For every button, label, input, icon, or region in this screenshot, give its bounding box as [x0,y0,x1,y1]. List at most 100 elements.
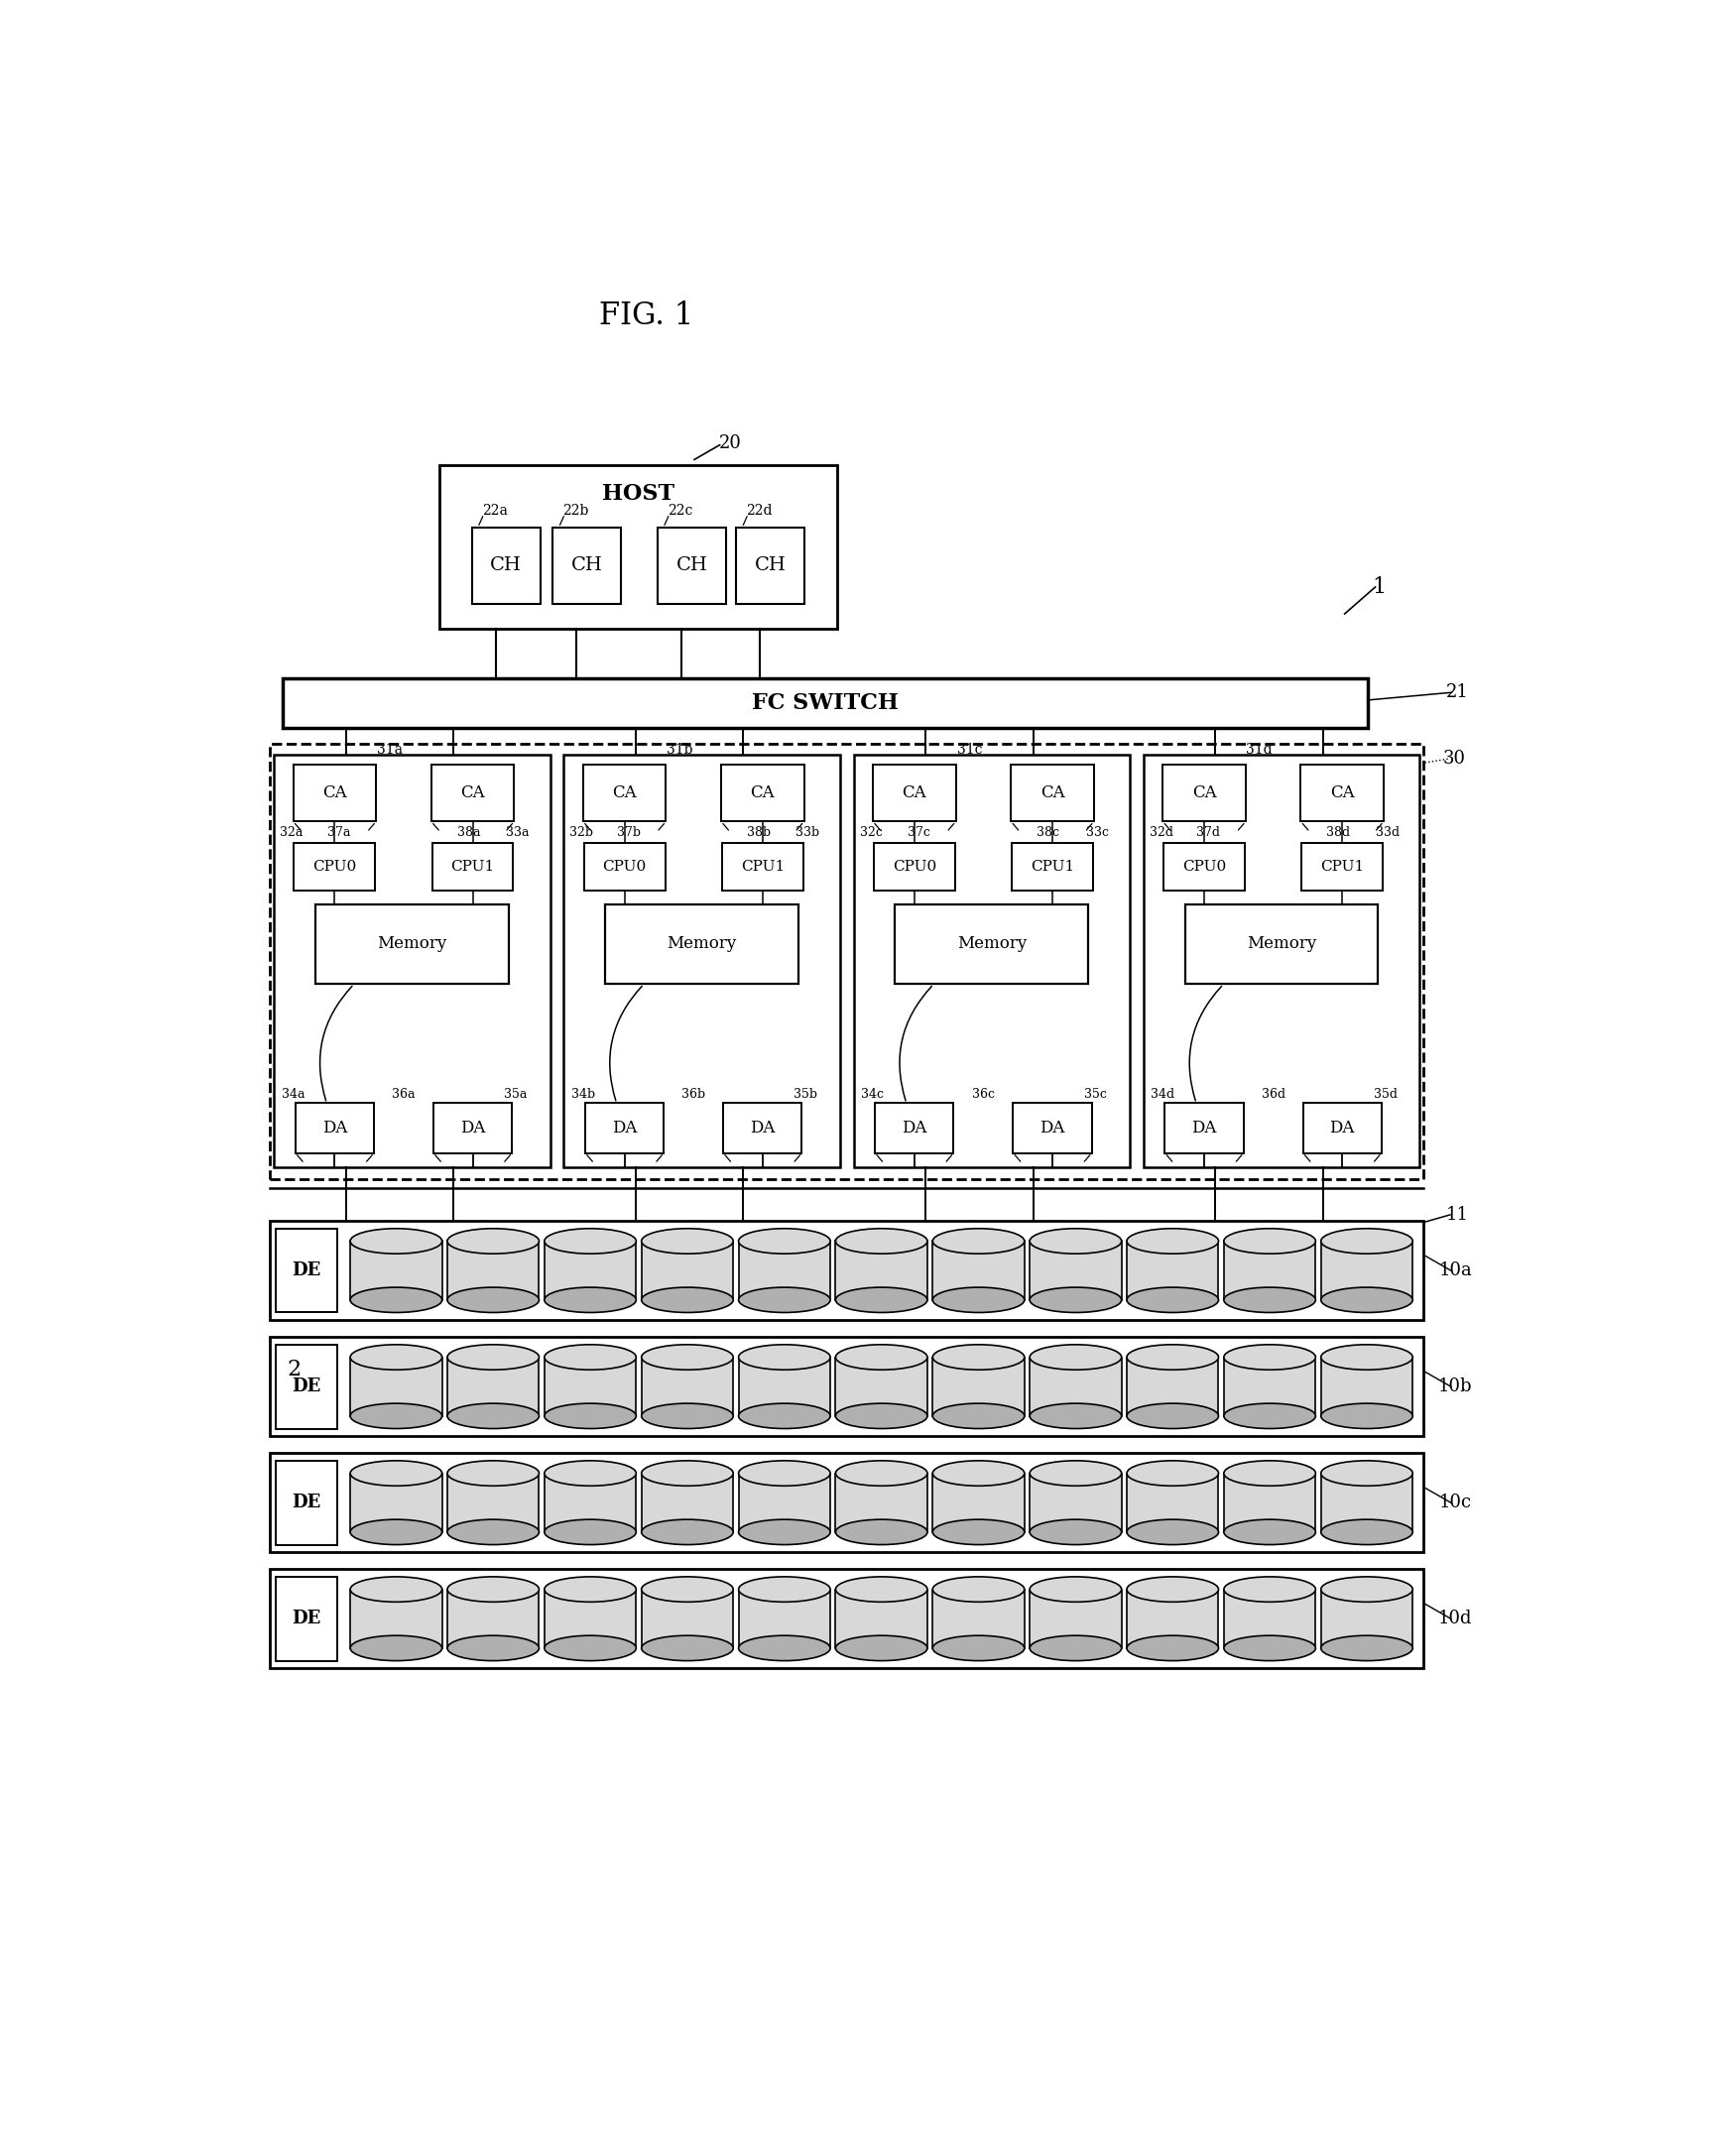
Bar [835,1356,927,1416]
Bar [553,528,621,604]
Text: 10c: 10c [1439,1494,1471,1511]
Bar [642,1589,734,1647]
Bar [1223,1473,1316,1533]
Bar [351,1356,441,1416]
Bar [351,1473,441,1533]
Bar [739,1356,830,1416]
Text: CPU1: CPU1 [450,860,494,873]
Bar [275,1345,337,1429]
Text: 31d: 31d [1246,744,1273,757]
Text: 33c: 33c [1086,826,1109,839]
Ellipse shape [835,1345,927,1369]
Ellipse shape [1223,1404,1316,1429]
Text: FC SWITCH: FC SWITCH [753,692,898,714]
Bar [1321,1589,1413,1647]
Ellipse shape [544,1636,636,1660]
Bar [1321,1356,1413,1416]
Text: 22c: 22c [667,505,693,517]
Ellipse shape [1030,1460,1121,1485]
Bar [1128,1589,1218,1647]
Ellipse shape [544,1404,636,1429]
Text: Memory: Memory [956,936,1027,953]
Bar [433,1104,512,1153]
Bar [351,1589,441,1647]
Bar [1011,843,1093,890]
Bar [739,1589,830,1647]
Ellipse shape [1321,1576,1413,1602]
Ellipse shape [544,1287,636,1313]
Text: DE: DE [293,1494,322,1511]
Text: CH: CH [491,556,522,576]
Bar [874,843,955,890]
Bar [1223,1589,1316,1647]
Text: 37a: 37a [327,826,351,839]
Ellipse shape [739,1460,830,1485]
Bar [447,1242,539,1300]
Ellipse shape [1223,1636,1316,1660]
Ellipse shape [932,1636,1025,1660]
Bar [1184,903,1377,983]
Bar [724,1104,802,1153]
Ellipse shape [1128,1520,1218,1544]
Text: 32d: 32d [1150,826,1174,839]
Bar [544,1473,636,1533]
Text: CA: CA [460,785,484,802]
Ellipse shape [447,1404,539,1429]
Text: CA: CA [902,785,927,802]
Ellipse shape [1321,1345,1413,1369]
Ellipse shape [1030,1576,1121,1602]
Bar [583,763,666,821]
Bar [739,1242,830,1300]
Bar [1143,755,1420,1166]
Bar [270,1570,1424,1669]
Bar [282,679,1367,729]
Bar [544,1242,636,1300]
Text: CPU1: CPU1 [741,860,784,873]
Text: CH: CH [755,556,785,576]
Bar [932,1473,1025,1533]
Text: DA: DA [902,1119,927,1136]
Ellipse shape [351,1576,441,1602]
Bar [1302,843,1382,890]
Bar [932,1242,1025,1300]
Bar [296,1104,375,1153]
Ellipse shape [1223,1287,1316,1313]
Text: 35b: 35b [794,1087,818,1100]
Text: 35a: 35a [505,1087,527,1100]
Text: CA: CA [751,785,775,802]
Ellipse shape [351,1520,441,1544]
Text: 34d: 34d [1150,1087,1174,1100]
Bar [739,1473,830,1533]
Ellipse shape [1321,1520,1413,1544]
Bar [1163,763,1246,821]
Ellipse shape [739,1229,830,1255]
Text: 22d: 22d [746,505,772,517]
Text: DA: DA [613,1119,636,1136]
Bar [472,528,541,604]
Text: 38b: 38b [746,826,770,839]
Ellipse shape [835,1229,927,1255]
Ellipse shape [932,1229,1025,1255]
Text: 36d: 36d [1261,1087,1285,1100]
Bar [270,1453,1424,1552]
Text: 11: 11 [1446,1205,1468,1225]
Ellipse shape [642,1404,734,1429]
Ellipse shape [447,1576,539,1602]
Bar [585,1104,664,1153]
Text: 33b: 33b [796,826,820,839]
Text: CA: CA [613,785,636,802]
Ellipse shape [447,1636,539,1660]
Text: DA: DA [1191,1119,1217,1136]
Bar [270,1220,1424,1319]
Ellipse shape [1223,1345,1316,1369]
Text: 22b: 22b [563,505,589,517]
Ellipse shape [1321,1229,1413,1255]
Ellipse shape [544,1345,636,1369]
Bar [835,1589,927,1647]
Bar [544,1589,636,1647]
Text: 34a: 34a [281,1087,305,1100]
Bar [854,755,1129,1166]
Ellipse shape [1223,1460,1316,1485]
Text: CA: CA [1040,785,1064,802]
Text: DA: DA [322,1119,347,1136]
